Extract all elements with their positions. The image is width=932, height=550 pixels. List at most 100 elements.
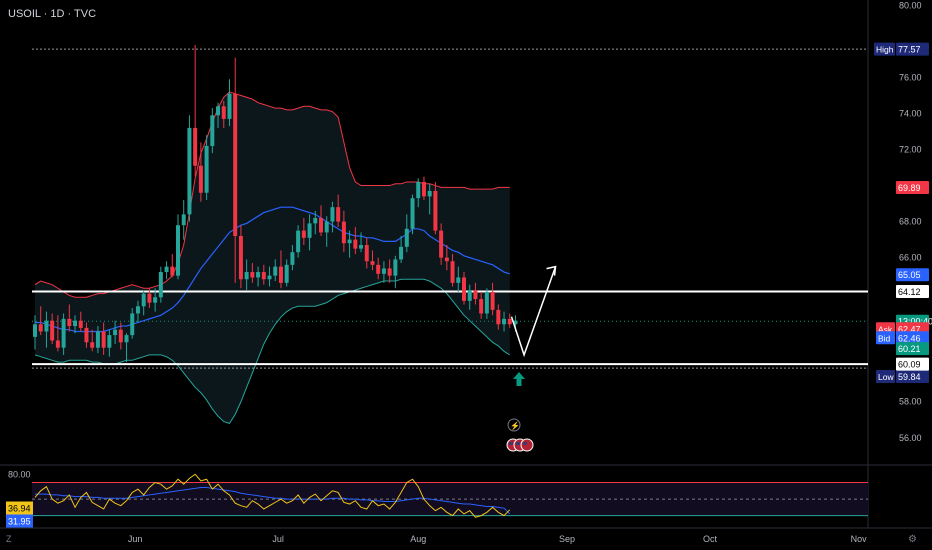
- candle-body[interactable]: [181, 214, 186, 226]
- candle-body[interactable]: [158, 272, 163, 298]
- candle-body[interactable]: [347, 239, 352, 244]
- candle-body[interactable]: [113, 329, 118, 336]
- candle-body[interactable]: [336, 207, 341, 222]
- candle-body[interactable]: [210, 115, 215, 146]
- candle-body[interactable]: [55, 340, 60, 348]
- flash-event-icon[interactable]: [507, 418, 521, 432]
- candle-body[interactable]: [462, 277, 466, 301]
- candle-body[interactable]: [61, 318, 66, 348]
- candle-body[interactable]: [427, 190, 432, 197]
- high-label-prefix-bg: [874, 42, 895, 56]
- candle-body[interactable]: [450, 261, 455, 283]
- symbol-title[interactable]: USOIL · 1D · TVC: [8, 8, 97, 20]
- level-label: 60.09: [898, 360, 921, 370]
- candle-body[interactable]: [456, 277, 461, 283]
- candle-body[interactable]: [444, 257, 449, 262]
- candle-body[interactable]: [393, 259, 398, 276]
- candle-body[interactable]: [44, 320, 49, 332]
- candle-body[interactable]: [387, 268, 392, 276]
- candle-body[interactable]: [433, 190, 438, 231]
- candle-body[interactable]: [130, 313, 135, 336]
- candle-body[interactable]: [101, 331, 106, 348]
- candle-body[interactable]: [107, 335, 112, 348]
- candle-body[interactable]: [370, 261, 375, 265]
- candle-body[interactable]: [95, 331, 100, 348]
- candle-body[interactable]: [216, 106, 221, 116]
- high-label-prefix: High: [876, 45, 894, 55]
- candle-body[interactable]: [50, 320, 55, 341]
- projection-arrow-path[interactable]: [510, 266, 557, 358]
- candle-body[interactable]: [284, 264, 289, 283]
- candle-body[interactable]: [507, 318, 512, 325]
- candle-body[interactable]: [404, 228, 409, 247]
- candle-body[interactable]: [410, 198, 415, 229]
- candle-body[interactable]: [38, 324, 43, 332]
- candle-body[interactable]: [502, 318, 507, 325]
- candle-body[interactable]: [141, 293, 146, 307]
- candle-body[interactable]: [381, 268, 386, 274]
- rsi-axis-tick: 80.00: [8, 469, 31, 479]
- candle-body[interactable]: [33, 324, 37, 337]
- candle-body[interactable]: [153, 297, 158, 303]
- candle-body[interactable]: [376, 264, 381, 274]
- level-label: 64.12: [898, 287, 921, 297]
- candle-body[interactable]: [84, 327, 89, 343]
- candle-body[interactable]: [341, 221, 346, 244]
- candle-body[interactable]: [278, 266, 283, 283]
- candle-body[interactable]: [484, 291, 489, 314]
- candle-body[interactable]: [490, 291, 495, 310]
- candle-body[interactable]: [273, 266, 278, 276]
- candle-body[interactable]: [187, 127, 192, 215]
- candle-body[interactable]: [227, 93, 232, 119]
- candle-body[interactable]: [364, 245, 369, 262]
- candle-body[interactable]: [296, 230, 301, 253]
- candle-body[interactable]: [193, 127, 198, 166]
- candle-body[interactable]: [353, 239, 358, 249]
- candle-body[interactable]: [78, 320, 83, 328]
- candle-body[interactable]: [479, 299, 484, 314]
- candle-body[interactable]: [164, 266, 169, 273]
- candle-body[interactable]: [73, 320, 78, 327]
- candle-body[interactable]: [416, 181, 421, 199]
- candle-body[interactable]: [301, 230, 306, 238]
- candle-body[interactable]: [90, 342, 95, 348]
- candle-body[interactable]: [439, 230, 444, 258]
- candle-body[interactable]: [496, 309, 501, 325]
- price-label-prefix-bg: [876, 331, 895, 345]
- price-label-prefix-bg: [876, 370, 895, 384]
- candle-body[interactable]: [307, 223, 312, 238]
- candle-body[interactable]: [421, 181, 426, 197]
- candle-body[interactable]: [135, 306, 140, 314]
- candle-body[interactable]: [324, 221, 329, 233]
- candle-body[interactable]: [359, 245, 364, 249]
- candle-body[interactable]: [244, 272, 249, 280]
- rsi-value-bg: [6, 514, 33, 528]
- candle-body[interactable]: [233, 93, 238, 237]
- price-axis-tick: 74.00: [899, 108, 922, 118]
- candle-body[interactable]: [399, 246, 404, 260]
- candle-body[interactable]: [250, 272, 255, 278]
- candle-body[interactable]: [124, 335, 129, 343]
- candle-body[interactable]: [261, 272, 266, 280]
- candle-body[interactable]: [204, 145, 209, 193]
- candle-body[interactable]: [198, 165, 203, 193]
- candle-body[interactable]: [467, 290, 472, 301]
- candle-body[interactable]: [513, 320, 518, 325]
- candle-body[interactable]: [256, 272, 261, 278]
- candle-body[interactable]: [238, 236, 243, 280]
- candle-body[interactable]: [319, 217, 323, 233]
- candle-body[interactable]: [267, 275, 272, 280]
- candle-body[interactable]: [330, 207, 335, 222]
- candle-body[interactable]: [67, 318, 72, 327]
- candle-body[interactable]: [170, 266, 175, 276]
- candle-body[interactable]: [176, 225, 180, 276]
- candle-body[interactable]: [221, 106, 226, 119]
- candle-body[interactable]: [473, 290, 478, 300]
- candle-body[interactable]: [147, 293, 152, 303]
- price-label: 59.84: [898, 372, 921, 382]
- candle-body[interactable]: [313, 217, 318, 224]
- flash-glyph: ⚡: [510, 421, 520, 431]
- candle-body[interactable]: [290, 252, 295, 265]
- candle-body[interactable]: [118, 329, 123, 343]
